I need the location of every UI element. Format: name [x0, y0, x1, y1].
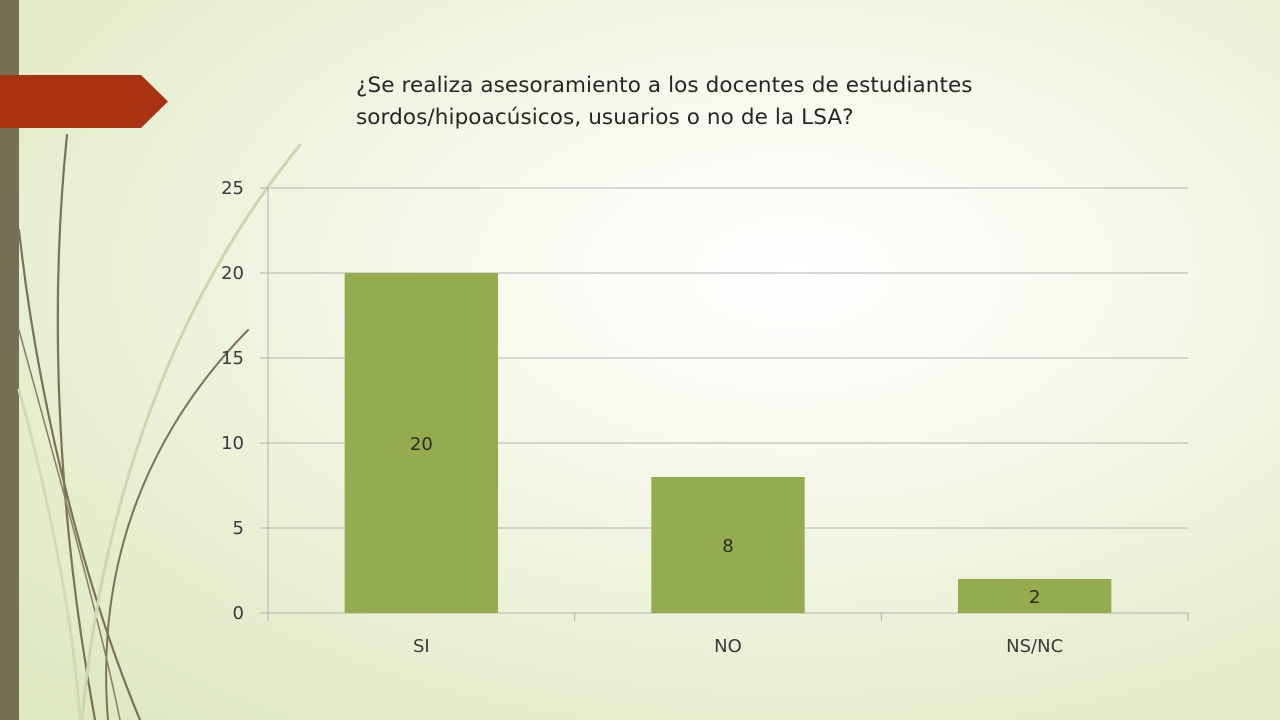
x-category-label: NS/NC [1006, 636, 1063, 657]
slide-title: ¿Se realiza asesoramiento a los docentes… [356, 73, 973, 130]
y-tick-label-20: 20 [221, 263, 244, 284]
bar-data-label: 8 [722, 536, 733, 557]
bar-ns-nc [958, 579, 1112, 613]
y-tick-label-25: 25 [221, 178, 244, 199]
y-tick-label-15: 15 [221, 348, 244, 369]
decorative-curves [17, 133, 302, 720]
y-tick-label-10: 10 [221, 433, 244, 454]
bar-data-label: 2 [1029, 587, 1040, 608]
left-accent-bar [0, 0, 19, 720]
x-category-label: SI [413, 636, 430, 657]
bar-si [344, 273, 498, 613]
bar-no [651, 477, 805, 613]
y-tick-label-5: 5 [233, 518, 244, 539]
y-tick-label-0: 0 [233, 603, 244, 624]
bar-data-label: 20 [410, 434, 433, 455]
x-category-label: NO [714, 636, 742, 657]
title-arrow-tab [0, 75, 168, 128]
